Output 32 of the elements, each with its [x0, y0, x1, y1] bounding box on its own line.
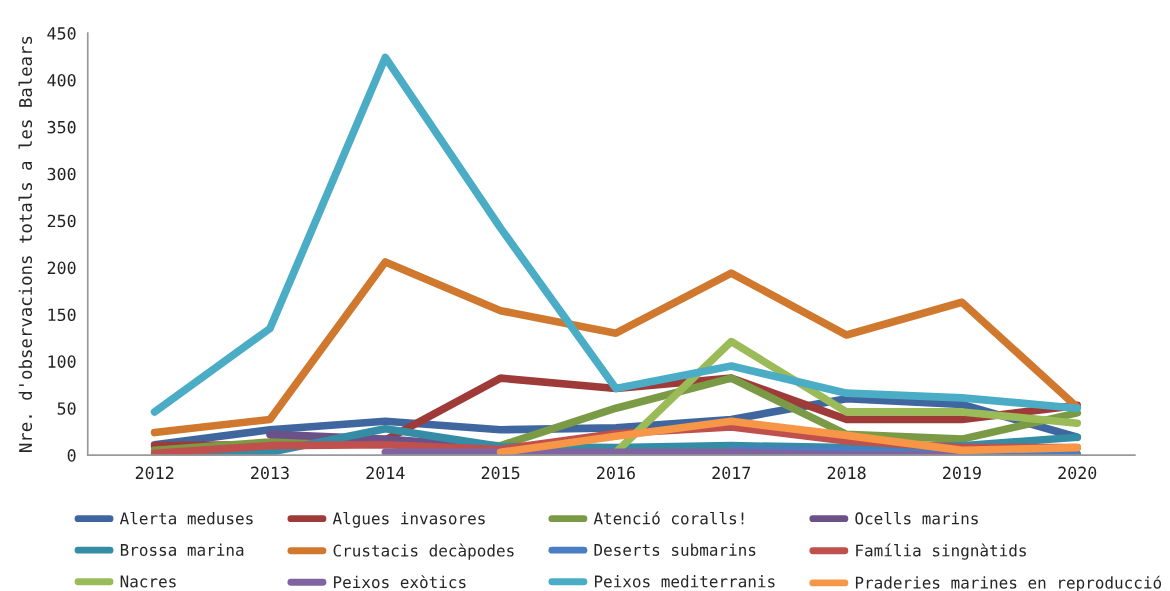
x-tick-label: 2018 [827, 466, 866, 480]
legend-label: Deserts submarins [594, 543, 756, 556]
y-tick-label: 100 [48, 355, 76, 368]
y-tick-label: 50 [57, 402, 76, 415]
y-axis-title: Nre. d'observacions totals a les Balears [18, 36, 33, 452]
y-tick-label: 450 [47, 27, 76, 40]
legend-label: Nacres [120, 575, 176, 588]
y-tick-label: 300 [47, 167, 76, 181]
legend-label: Crustacis decàpodes [333, 543, 514, 560]
legend-label: Peixos exòtics [334, 575, 466, 589]
x-tick-label: 2020 [1058, 466, 1097, 480]
y-tick-label: 200 [47, 261, 76, 275]
legend-label: Atenció coralls! [593, 511, 744, 525]
x-tick-label: 2019 [943, 466, 981, 480]
y-tick-label: 350 [47, 120, 76, 134]
legend-label: Ocells marins [855, 512, 978, 525]
legend-label: Praderies marines en reproducció [855, 575, 1162, 591]
y-tick-label: 150 [48, 308, 76, 322]
legend-label: Brossa marina [120, 543, 244, 556]
legend-label: Peixos mediterranis [594, 575, 775, 588]
x-tick-label: 2017 [712, 466, 751, 480]
x-tick-label: 2014 [366, 466, 405, 480]
y-tick-label: 0 [67, 449, 76, 462]
x-tick-label: 2015 [481, 466, 520, 480]
x-tick-label: 2013 [251, 466, 289, 480]
y-tick-label: 400 [47, 73, 76, 87]
legend-label: Família singnàtids [856, 543, 1026, 560]
x-tick-label: 2012 [135, 466, 174, 480]
x-tick-label: 2016 [597, 466, 635, 480]
y-tick-label: 250 [47, 214, 76, 228]
legend-label: Alerta meduses [119, 512, 253, 525]
legend-label: Algues invasores [332, 512, 485, 528]
